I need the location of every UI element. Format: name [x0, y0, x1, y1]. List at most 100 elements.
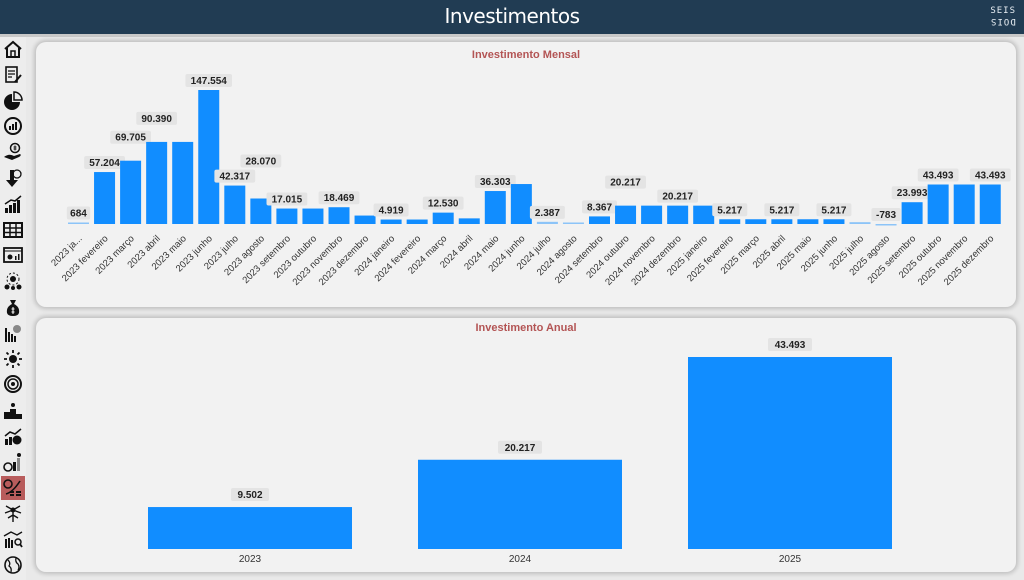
monthly-data-label-bg	[266, 192, 308, 206]
monthly-bar[interactable]	[146, 141, 168, 224]
page-title: Investimentos	[444, 4, 581, 28]
sidebar-item-trend-clock[interactable]	[1, 424, 25, 448]
dashboard-icon	[3, 247, 23, 264]
sidebar-item-hand-money[interactable]	[1, 140, 25, 164]
monthly-bar[interactable]	[823, 219, 845, 224]
monthly-bar[interactable]	[328, 207, 350, 224]
sidebar-item-sun-money[interactable]	[1, 347, 25, 371]
monthly-bar[interactable]	[380, 219, 402, 224]
monthly-data-label: 2.387	[535, 208, 560, 219]
annual-bar[interactable]	[688, 357, 892, 549]
monthly-data-label: 28.070	[246, 157, 277, 168]
monthly-data-label-bg	[891, 186, 933, 200]
monthly-bar[interactable]	[745, 219, 767, 224]
monthly-data-label-bg	[214, 169, 256, 183]
sidebar-item-tree-network[interactable]	[1, 501, 25, 525]
monthly-bar[interactable]	[615, 205, 637, 224]
monthly-data-label-bg	[318, 191, 360, 205]
annual-bar[interactable]	[148, 507, 352, 549]
monthly-bar[interactable]	[68, 222, 89, 225]
annual-bar[interactable]	[418, 459, 622, 549]
monthly-bar[interactable]	[589, 216, 610, 224]
annual-tick-label: 2024	[509, 554, 532, 565]
sidebar-item-globe[interactable]	[1, 553, 25, 577]
monthly-bar[interactable]	[198, 90, 220, 224]
monthly-bar[interactable]	[406, 219, 428, 224]
sun-money-icon	[4, 349, 22, 368]
monthly-bar[interactable]	[120, 160, 142, 224]
monthly-bar[interactable]	[484, 191, 506, 224]
annual-tick-label: 2023	[239, 554, 262, 565]
monthly-bar[interactable]	[901, 202, 923, 224]
sidebar-item-down-percent[interactable]	[1, 166, 25, 190]
sidebar-item-investment-growth[interactable]	[1, 450, 25, 474]
monthly-bar[interactable]	[953, 184, 975, 224]
brand-logo: SEIS DOIS	[990, 6, 1016, 26]
monthly-bar[interactable]	[979, 184, 1001, 224]
monthly-data-label-bg	[110, 130, 151, 144]
monthly-bar[interactable]	[432, 212, 454, 224]
monthly-data-label: 36.303	[480, 177, 511, 188]
sidebar-item-growth-bars[interactable]	[1, 192, 25, 216]
monthly-bar[interactable]	[797, 219, 819, 224]
monthly-data-label-bg	[373, 203, 409, 217]
monthly-bar[interactable]	[667, 205, 689, 224]
monthly-bar[interactable]	[224, 185, 246, 224]
growth-bars-icon	[4, 195, 22, 213]
annual-chart: 9.502 2023 20.217 2024 43.493 2025	[148, 338, 892, 565]
sidebar-item-dashboard[interactable]	[1, 243, 25, 267]
sidebar-item-pie-chart[interactable]	[1, 89, 25, 113]
monthly-bar[interactable]	[536, 221, 558, 224]
monthly-data-label: -783	[876, 210, 896, 221]
bar-money-icon	[5, 324, 21, 342]
monthly-bar[interactable]	[302, 208, 324, 224]
sidebar-item-investment-trend[interactable]	[1, 475, 25, 500]
monthly-data-label-bg	[871, 208, 901, 221]
monthly-bar[interactable]	[276, 208, 298, 224]
monthly-data-label: 20.217	[610, 178, 641, 189]
annual-data-label: 9.502	[237, 490, 262, 501]
monthly-bar[interactable]	[849, 222, 871, 224]
money-network-icon	[4, 272, 22, 291]
monthly-data-label: 69.705	[115, 133, 146, 144]
sidebar-item-home[interactable]	[1, 37, 25, 61]
sidebar-item-bar-money[interactable]	[1, 321, 25, 345]
app-header: Investimentos SEIS DOIS	[0, 0, 1024, 37]
sidebar-item-money-bag[interactable]	[1, 295, 25, 319]
sidebar-item-target[interactable]	[1, 372, 25, 396]
monthly-bar[interactable]	[562, 222, 584, 225]
logo-top: SEIS	[990, 6, 1016, 16]
monthly-data-label-bg	[605, 175, 646, 189]
money-bag-icon	[6, 300, 20, 316]
monthly-data-label-bg	[969, 168, 1011, 182]
monthly-bar[interactable]	[875, 224, 897, 226]
sidebar-item-document-edit[interactable]	[1, 63, 25, 87]
sidebar-item-bar-search[interactable]	[1, 527, 25, 551]
monthly-data-label-bg	[185, 74, 233, 87]
monthly-bar[interactable]	[641, 205, 663, 224]
monthly-data-label: 8.367	[587, 202, 612, 213]
sidebar-item-podium[interactable]	[1, 398, 25, 422]
sidebar-item-table[interactable]	[1, 218, 25, 242]
sidebar-item-gauge-chart[interactable]	[1, 114, 25, 138]
hand-money-icon	[4, 142, 21, 161]
monthly-bar[interactable]	[250, 198, 272, 224]
monthly-bar[interactable]	[94, 172, 116, 224]
monthly-data-label: 5.217	[717, 205, 742, 216]
monthly-bar[interactable]	[719, 219, 741, 224]
monthly-bar[interactable]	[510, 184, 532, 224]
investment-trend-icon	[3, 478, 21, 496]
monthly-bar[interactable]	[927, 184, 949, 224]
monthly-data-label: 147.554	[191, 76, 228, 87]
monthly-bar[interactable]	[458, 218, 480, 224]
annual-data-label-bg	[498, 440, 542, 454]
monthly-bar[interactable]	[693, 205, 715, 224]
monthly-bar[interactable]	[172, 141, 194, 224]
logo-bottom: DOIS	[990, 16, 1016, 26]
sidebar-item-money-network[interactable]	[1, 269, 25, 293]
monthly-data-label-bg	[917, 168, 959, 182]
monthly-data-label: 17.015	[272, 195, 303, 206]
monthly-bar[interactable]	[354, 215, 376, 224]
monthly-bar[interactable]	[771, 219, 793, 224]
